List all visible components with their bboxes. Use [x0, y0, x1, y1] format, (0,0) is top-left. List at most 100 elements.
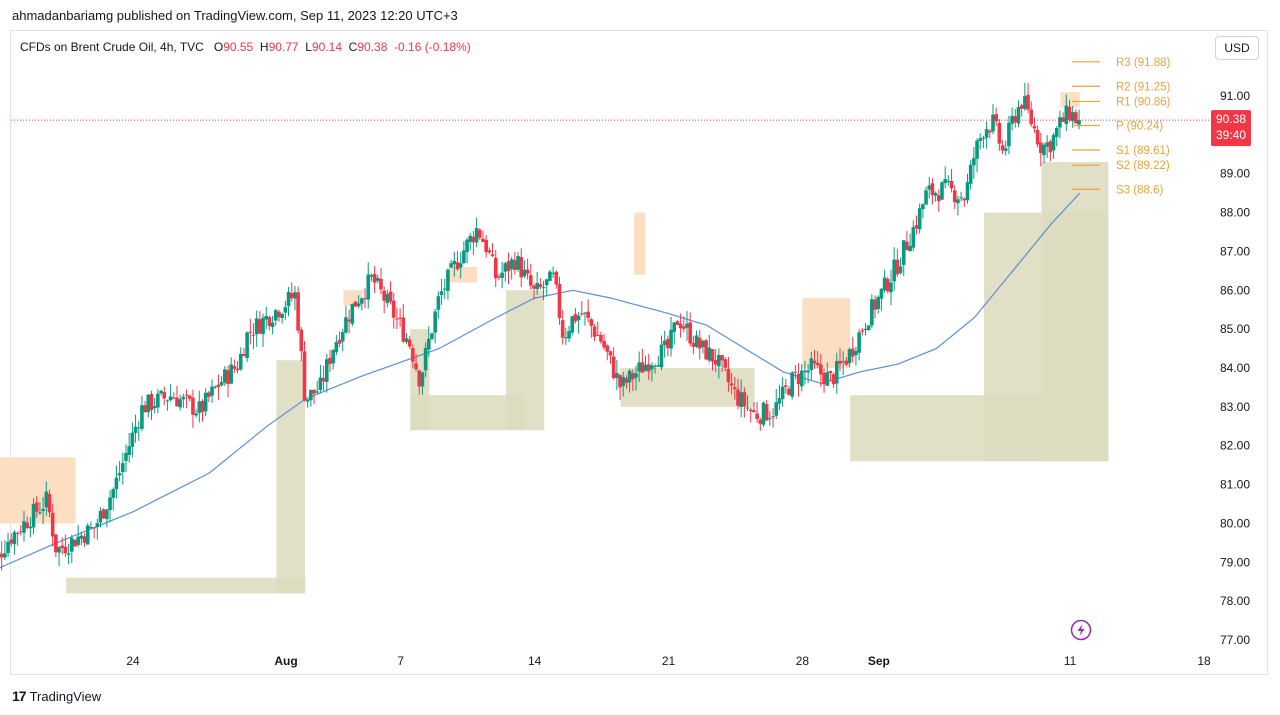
candle-body — [340, 332, 345, 342]
candle-body — [372, 273, 377, 283]
candle-body — [544, 279, 549, 286]
candle-body — [777, 398, 782, 404]
candle-body — [1051, 135, 1056, 151]
time-tick-label: 18 — [1197, 654, 1211, 668]
candle-body — [474, 227, 479, 243]
candle-body — [831, 374, 836, 385]
candle-body — [1026, 94, 1030, 110]
candle-body — [889, 282, 893, 293]
candle-body — [513, 260, 517, 271]
candle-body — [156, 393, 160, 408]
candle-body — [608, 351, 613, 356]
candle-body — [3, 553, 7, 558]
candle-body — [267, 317, 272, 326]
pivot-label: R1 (90.86) — [1116, 96, 1171, 108]
candle-body — [640, 362, 645, 373]
candle-body — [465, 239, 469, 253]
supply-zone — [634, 212, 646, 275]
candle-body — [879, 288, 884, 299]
candle-body — [497, 276, 501, 278]
candle-body — [1077, 120, 1081, 125]
candle-body — [739, 392, 743, 407]
candle-body — [172, 397, 176, 399]
candle-body — [583, 312, 587, 314]
candle-body — [933, 192, 938, 196]
candle-body — [838, 360, 842, 364]
candle-body — [152, 406, 157, 409]
pivot-levels-layer: R3 (91.88) R2 (91.25) R1 (90.86) P (90.24) S… — [1072, 57, 1171, 196]
candle-body — [611, 356, 616, 379]
candle-body — [634, 373, 638, 378]
candle-body — [870, 299, 874, 326]
candle-body — [917, 208, 922, 230]
candle-body — [1070, 112, 1075, 121]
footer-brand[interactable]: 17 TradingView — [12, 688, 101, 704]
candle-body — [350, 303, 355, 324]
candle-body — [407, 339, 412, 347]
time-tick-label: Sep — [868, 654, 890, 668]
candle-body — [258, 319, 262, 334]
supply-zone — [0, 457, 76, 524]
candle-body — [146, 394, 151, 413]
candle-body — [828, 371, 833, 373]
candle-body — [331, 350, 335, 364]
candle-body — [82, 536, 87, 543]
price-badge-countdown: 39:40 — [1216, 128, 1246, 142]
candle-body — [296, 292, 300, 331]
candle-body — [458, 263, 463, 268]
candle-body — [793, 371, 798, 373]
candle-body — [229, 364, 233, 384]
candle-body — [248, 331, 253, 333]
price-tick-label: 87.00 — [1220, 244, 1250, 258]
candle-body — [360, 298, 364, 304]
candle-body — [245, 332, 249, 359]
candle-body — [95, 523, 100, 528]
candle-body — [656, 365, 661, 367]
candle-body — [117, 473, 122, 476]
candle-body — [439, 291, 444, 296]
candle-body — [44, 491, 49, 508]
candle-body — [940, 182, 944, 200]
candle-body — [586, 311, 590, 318]
candle-body — [624, 378, 629, 383]
candle-body — [1023, 96, 1027, 109]
candle-body — [943, 179, 947, 184]
candle-body — [787, 388, 791, 395]
candle-body — [1010, 115, 1014, 124]
candle-body — [580, 313, 584, 315]
candle-body — [905, 241, 909, 250]
candle-body — [774, 402, 779, 416]
candle-body — [876, 296, 881, 309]
supply-zone — [802, 298, 851, 368]
time-axis: 24 Aug 7 14 21 28 Sep 11 18 — [126, 654, 1211, 668]
candle-body — [956, 199, 960, 204]
candle-body — [710, 349, 715, 362]
candle-body — [799, 370, 804, 387]
candle-body — [449, 263, 453, 268]
time-tick-label: 21 — [662, 654, 676, 668]
candle-body — [430, 333, 434, 339]
candle-body — [701, 340, 705, 348]
candle-body — [1048, 141, 1053, 153]
price-badge — [1211, 110, 1251, 147]
candle-body — [363, 298, 367, 300]
lightning-icon[interactable] — [1070, 619, 1092, 641]
price-tick-label: 86.00 — [1220, 283, 1250, 297]
candle-body — [427, 338, 431, 350]
symbol-title[interactable]: CFDs on Brent Crude Oil, 4h, TVC — [20, 40, 204, 54]
candle-body — [76, 536, 80, 545]
candle-body — [127, 446, 131, 456]
candle-body — [25, 522, 29, 528]
candle-body — [697, 337, 702, 349]
candle-body — [114, 477, 119, 490]
close-label: C — [348, 40, 358, 54]
high-label: H — [259, 40, 269, 54]
currency-button[interactable]: USD — [1215, 36, 1259, 60]
candle-body — [299, 329, 304, 352]
candle-body — [921, 204, 925, 210]
candle-body — [162, 392, 167, 399]
candle-body — [283, 307, 288, 313]
pivot-label: R3 (91.88) — [1116, 57, 1171, 69]
candle-body — [277, 311, 281, 318]
